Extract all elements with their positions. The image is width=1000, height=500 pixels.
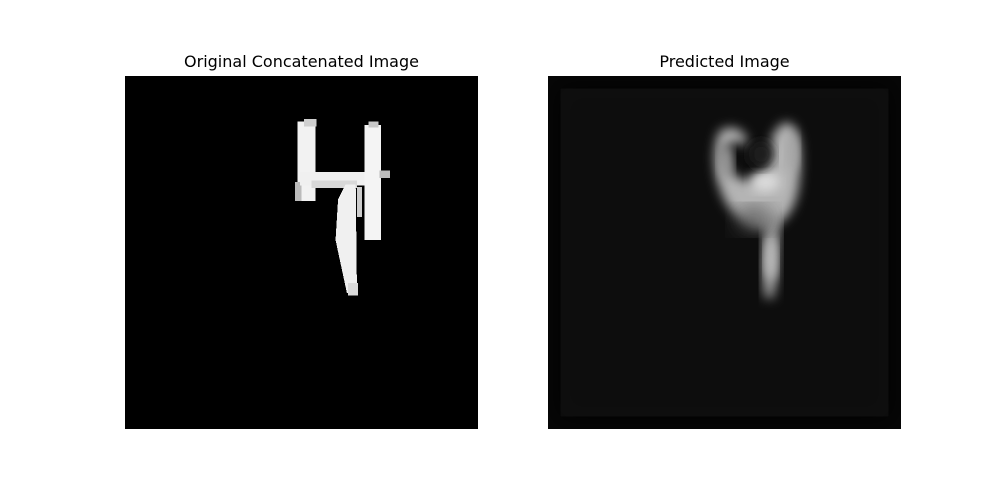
predicted-image-panel bbox=[548, 76, 901, 429]
predicted-image-title: Predicted Image bbox=[659, 52, 790, 71]
blurred-digit-prediction-image bbox=[548, 76, 901, 429]
digit-4-mnist-image bbox=[125, 76, 478, 429]
original-image-title: Original Concatenated Image bbox=[184, 52, 419, 71]
original-image-panel bbox=[125, 76, 478, 429]
